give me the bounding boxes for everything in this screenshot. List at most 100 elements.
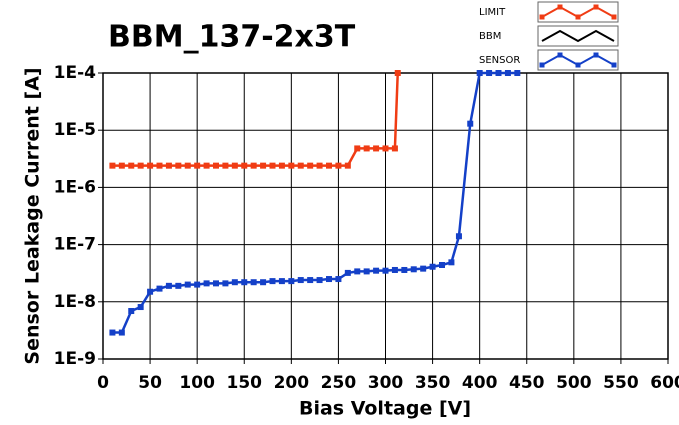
data-point bbox=[373, 145, 380, 152]
x-tick-label: 450 bbox=[509, 373, 545, 393]
data-point bbox=[213, 280, 219, 287]
grid: 1E-9 1E-8 1E-7 1E-6 1E-5 1E-4 0 50 100 150 200 250 3… bbox=[54, 63, 679, 393]
legend: LIMIT BBM SENSOR bbox=[479, 1, 619, 71]
data-point bbox=[241, 279, 248, 286]
data-point bbox=[382, 267, 389, 274]
data-point bbox=[118, 329, 125, 336]
plot-frame bbox=[102, 72, 669, 360]
x-tick-label: 300 bbox=[368, 373, 404, 393]
data-point bbox=[278, 162, 285, 169]
legend-label: SENSOR bbox=[479, 55, 520, 66]
data-point bbox=[344, 162, 351, 169]
data-point bbox=[344, 269, 351, 276]
data-point bbox=[250, 279, 257, 286]
data-point bbox=[335, 162, 342, 169]
data-point bbox=[326, 162, 332, 169]
legend-marker bbox=[593, 52, 599, 58]
data-point bbox=[128, 308, 135, 315]
data-point bbox=[495, 70, 502, 76]
data-point bbox=[231, 279, 238, 286]
data-point bbox=[203, 162, 210, 169]
data-point bbox=[194, 281, 201, 288]
y-tick-label: 1E-9 bbox=[54, 349, 96, 369]
x-tick-label: 550 bbox=[603, 373, 639, 393]
data-point bbox=[165, 282, 172, 289]
legend-label: BBM bbox=[479, 31, 501, 42]
data-point bbox=[156, 285, 163, 292]
x-tick-label: 400 bbox=[462, 373, 498, 393]
data-point bbox=[269, 278, 276, 285]
data-point bbox=[147, 288, 154, 295]
data-point bbox=[354, 145, 361, 152]
x-axis-label: Bias Voltage [V] bbox=[299, 398, 471, 420]
data-point bbox=[391, 145, 398, 152]
data-point bbox=[128, 162, 135, 169]
data-point bbox=[335, 276, 342, 283]
data-point bbox=[307, 277, 314, 284]
legend-marker bbox=[539, 62, 545, 68]
data-point bbox=[175, 162, 182, 169]
data-point bbox=[307, 162, 314, 169]
data-point bbox=[410, 266, 417, 273]
y-axis-label: Sensor Leakage Current [A] bbox=[22, 67, 44, 364]
data-point bbox=[109, 162, 116, 169]
data-point bbox=[316, 277, 323, 284]
legend-marker bbox=[575, 62, 581, 68]
x-tick-label: 150 bbox=[227, 373, 263, 393]
data-point bbox=[222, 162, 229, 169]
legend-label: LIMIT bbox=[479, 7, 506, 18]
data-point bbox=[476, 70, 483, 76]
data-point bbox=[241, 162, 248, 169]
y-tick-label: 1E-7 bbox=[54, 235, 96, 255]
data-point bbox=[373, 267, 380, 274]
data-point bbox=[504, 70, 511, 76]
data-point bbox=[420, 265, 427, 272]
chart-title: BBM_137-2x3T bbox=[108, 20, 356, 55]
data-point bbox=[429, 263, 436, 270]
legend-marker bbox=[557, 52, 563, 58]
data-point bbox=[194, 162, 201, 169]
data-point bbox=[250, 162, 257, 169]
x-tick-label: 250 bbox=[321, 373, 357, 393]
legend-marker bbox=[539, 14, 545, 20]
data-point bbox=[137, 162, 144, 169]
data-point bbox=[184, 162, 191, 169]
x-tick-label: 200 bbox=[274, 373, 310, 393]
x-tick-label: 600 bbox=[650, 373, 679, 393]
data-point bbox=[278, 278, 285, 285]
data-point bbox=[316, 162, 323, 169]
data-point bbox=[326, 276, 332, 283]
legend-marker bbox=[557, 4, 563, 10]
data-point bbox=[391, 266, 398, 273]
data-point bbox=[288, 162, 295, 169]
data-point bbox=[118, 162, 125, 169]
data-point bbox=[382, 145, 389, 152]
data-point bbox=[109, 329, 116, 336]
data-point bbox=[156, 162, 163, 169]
data-point bbox=[401, 266, 408, 273]
data-point bbox=[175, 282, 182, 289]
data-point bbox=[213, 162, 219, 169]
data-point bbox=[297, 162, 304, 169]
data-point bbox=[354, 268, 361, 275]
data-point bbox=[363, 145, 370, 152]
data-point bbox=[165, 162, 172, 169]
data-point bbox=[363, 268, 370, 275]
data-point bbox=[297, 277, 304, 284]
data-point bbox=[514, 70, 521, 76]
legend-marker bbox=[611, 14, 617, 20]
data-point bbox=[260, 162, 267, 169]
x-tick-label: 100 bbox=[179, 373, 215, 393]
data-point bbox=[455, 233, 462, 240]
y-tick-label: 1E-6 bbox=[54, 177, 96, 197]
data-point bbox=[184, 281, 191, 288]
x-tick-label: 50 bbox=[138, 373, 162, 393]
data-point bbox=[394, 70, 401, 76]
legend-marker bbox=[575, 14, 581, 20]
x-tick-label: 500 bbox=[556, 373, 592, 393]
data-point bbox=[203, 280, 210, 287]
plot-area bbox=[109, 70, 521, 336]
data-point bbox=[448, 259, 455, 266]
